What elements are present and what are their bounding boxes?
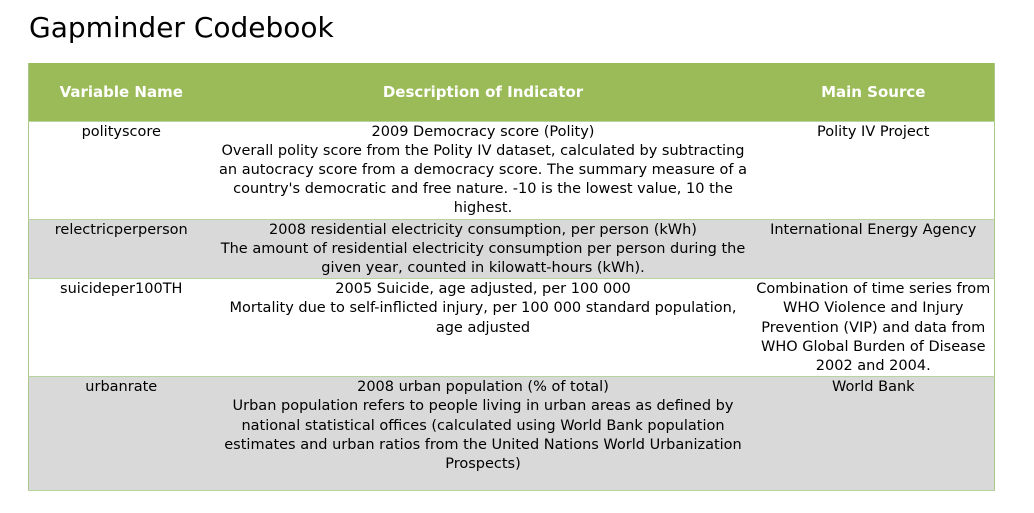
header-description: Description of Indicator [382, 82, 584, 101]
table-body: polityscore 2009 Democracy score (Polity… [28, 121, 995, 491]
description-body: Urban population refers to people living… [224, 398, 742, 472]
header-row: Variable Name Description of Indicator M… [28, 63, 995, 121]
variable-name-cell: relectricperperson [54, 221, 188, 238]
variable-name-cell: suicideper100TH [60, 281, 183, 298]
source-cell: Polity IV Project [817, 123, 930, 140]
description-cell: 2008 residential electricity consumption… [214, 219, 753, 279]
codebook-table: Variable Name Description of Indicator M… [28, 63, 995, 492]
source-cell: World Bank [831, 379, 915, 396]
table-row: polityscore 2009 Democracy score (Polity… [28, 121, 995, 220]
description-cell: 2009 Democracy score (Polity) Overall po… [214, 121, 753, 219]
variable-name-cell: polityscore [81, 123, 161, 140]
source-cell: International Energy Agency [770, 221, 977, 238]
header-main-source: Main Source [821, 82, 926, 101]
description-body: The amount of residential electricity co… [220, 240, 746, 276]
page-title: Gapminder Codebook [29, 11, 334, 44]
variable-name-cell: urbanrate [85, 379, 158, 396]
description-title: 2008 residential electricity consumption… [269, 221, 697, 238]
description-body: Overall polity score from the Polity IV … [219, 142, 747, 217]
description-body: Mortality due to self-inflicted injury, … [229, 300, 737, 336]
description-title: 2005 Suicide, age adjusted, per 100 000 [335, 281, 631, 298]
table-row: urbanrate 2008 urban population (% of to… [28, 376, 995, 491]
description-title: 2009 Democracy score (Polity) [371, 123, 595, 140]
table-row: relectricperperson 2008 residential elec… [28, 219, 995, 279]
description-title: 2008 urban population (% of total) [357, 379, 609, 396]
header-variable-name: Variable Name [59, 82, 183, 101]
description-cell: 2008 urban population (% of total) Urban… [214, 377, 753, 491]
description-cell: 2005 Suicide, age adjusted, per 100 000 … [214, 279, 753, 377]
table-row: suicideper100TH 2005 Suicide, age adjust… [28, 278, 995, 377]
table-header: Variable Name Description of Indicator M… [28, 63, 995, 121]
source-cell: Combination of time series from WHO Viol… [756, 281, 991, 374]
